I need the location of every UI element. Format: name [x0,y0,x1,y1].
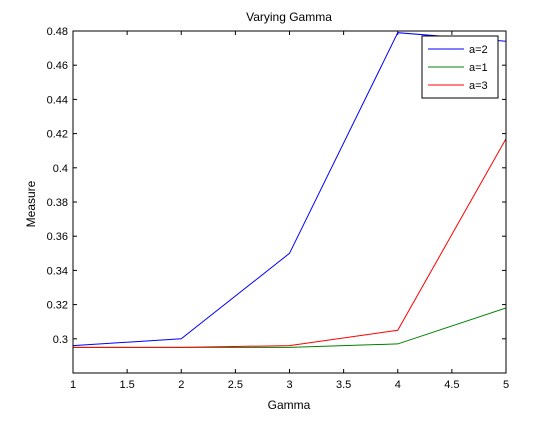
legend: a=2 a=1 a=3 [421,35,499,99]
y-tick-label: 0.46 [47,60,68,72]
y-tick-label: 0.32 [47,300,68,312]
y-tick-label: 0.42 [47,129,68,141]
x-tick-label: 3 [286,379,292,391]
y-tick-label: 0.38 [47,197,68,209]
x-tick-label: 4 [395,379,401,391]
x-tick-label: 1.5 [119,379,134,391]
x-axis-label: Gamma [268,398,311,412]
y-axis-label: Measure [24,180,38,227]
y-tick-label: 0.3 [53,334,68,346]
axes-box [72,30,507,374]
legend-label: a=1 [469,62,488,74]
chart-title: Varying Gamma [246,10,332,24]
x-tick-label: 1 [70,379,76,391]
legend-label: a=2 [469,44,488,56]
y-tick-label: 0.48 [47,26,68,38]
x-tick-label: 5 [503,379,509,391]
y-tick-label: 0.36 [47,231,68,243]
x-tick-label: 4.5 [444,379,459,391]
y-tick-label: 0.34 [47,265,68,277]
x-tick-label: 2 [178,379,184,391]
y-tick-label: 0.4 [53,163,68,175]
series-line-a=3 [73,138,506,348]
y-tick-label: 0.44 [47,94,68,106]
x-tick-label: 3.5 [336,379,351,391]
x-tick-label: 2.5 [228,379,243,391]
legend-label: a=3 [469,80,488,92]
